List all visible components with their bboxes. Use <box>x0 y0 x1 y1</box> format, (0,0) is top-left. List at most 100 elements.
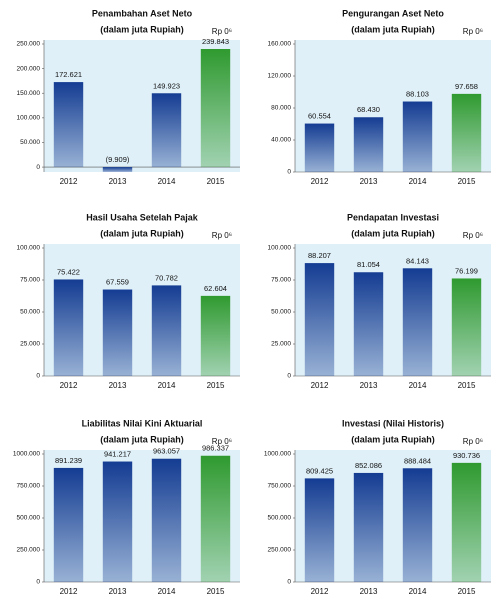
value-label: 149.923 <box>153 81 180 90</box>
bar <box>304 123 335 172</box>
value-label: 891.239 <box>55 456 82 465</box>
unit-label: Rp 0⁶ <box>463 437 483 446</box>
chart-subtitle: (dalam juta Rupiah) <box>351 434 435 444</box>
chart-subtitle: (dalam juta Rupiah) <box>351 24 435 34</box>
value-label: 76.199 <box>455 266 478 275</box>
chart-subtitle: (dalam juta Rupiah) <box>100 434 184 444</box>
x-tick-label: 2014 <box>158 381 176 390</box>
x-tick-label: 2012 <box>311 177 329 186</box>
chart-subtitle: (dalam juta Rupiah) <box>100 24 184 34</box>
y-tick-label: 50.000 <box>271 309 291 316</box>
value-label: 809.425 <box>306 466 333 475</box>
value-label: 941.217 <box>104 450 131 459</box>
chart-title: Penambahan Aset Neto <box>92 8 193 18</box>
chart: Pendapatan Investasi (dalam juta Rupiah) R… <box>268 212 491 390</box>
x-tick-label: 2015 <box>458 587 476 596</box>
bar <box>353 472 384 582</box>
y-tick-label: 25.000 <box>271 341 291 348</box>
x-tick-label: 2015 <box>458 381 476 390</box>
x-tick-label: 2012 <box>311 381 329 390</box>
bar <box>451 462 482 582</box>
value-label: 88.207 <box>308 251 331 260</box>
y-tick-label: 120.000 <box>268 73 292 80</box>
value-label: 88.103 <box>406 90 429 99</box>
x-tick-label: 2014 <box>409 177 427 186</box>
value-label: 84.143 <box>406 256 429 265</box>
x-tick-label: 2013 <box>360 381 378 390</box>
unit-label: Rp 0⁶ <box>463 231 483 240</box>
value-label: 68.430 <box>357 105 380 114</box>
y-tick-label: 0 <box>36 373 40 380</box>
y-tick-label: 100.000 <box>17 115 41 122</box>
chart-title: Hasil Usaha Setelah Pajak <box>86 212 199 222</box>
y-tick-label: 50.000 <box>20 139 40 146</box>
value-label: 888.484 <box>404 456 431 465</box>
x-tick-label: 2014 <box>409 587 427 596</box>
chart: Hasil Usaha Setelah Pajak (dalam juta Rup… <box>17 212 240 390</box>
chart-title: Investasi (Nilai Historis) <box>342 418 444 428</box>
x-tick-label: 2014 <box>409 381 427 390</box>
x-tick-label: 2015 <box>207 587 225 596</box>
bar <box>200 455 231 582</box>
y-tick-label: 150.000 <box>17 90 41 97</box>
x-tick-label: 2013 <box>360 177 378 186</box>
value-label: 97.658 <box>455 82 478 91</box>
value-label: 67.559 <box>106 278 129 287</box>
x-tick-label: 2013 <box>109 381 127 390</box>
y-tick-label: 100.000 <box>17 245 41 252</box>
y-tick-label: 80.000 <box>271 105 291 112</box>
value-label: 172.621 <box>55 70 82 79</box>
x-tick-label: 2012 <box>311 587 329 596</box>
bar <box>200 49 231 168</box>
value-label: (9.909) <box>106 155 130 164</box>
bar <box>451 93 482 172</box>
y-tick-label: 160.000 <box>268 41 292 48</box>
bar <box>102 461 133 582</box>
bar <box>151 93 182 168</box>
bar <box>102 289 133 376</box>
bar <box>151 458 182 582</box>
value-label: 930.736 <box>453 451 480 460</box>
bar <box>402 268 433 376</box>
unit-label: Rp 0⁶ <box>212 437 232 446</box>
value-label: 986.337 <box>202 444 229 453</box>
y-tick-label: 250.000 <box>17 547 41 554</box>
chart: Pengurangan Aset Neto (dalam juta Rupiah)… <box>268 8 491 186</box>
bar <box>304 478 335 582</box>
x-tick-label: 2012 <box>60 381 78 390</box>
y-tick-label: 40.000 <box>271 137 291 144</box>
y-tick-label: 75.000 <box>20 277 40 284</box>
bar <box>451 278 482 376</box>
x-tick-label: 2015 <box>458 177 476 186</box>
value-label: 70.782 <box>155 273 178 282</box>
y-tick-label: 0 <box>287 373 291 380</box>
y-tick-label: 200.000 <box>17 65 41 72</box>
bar <box>402 101 433 172</box>
x-tick-label: 2012 <box>60 177 78 186</box>
y-tick-label: 75.000 <box>271 277 291 284</box>
chart: Penambahan Aset Neto (dalam juta Rupiah) R… <box>17 8 240 186</box>
x-tick-label: 2012 <box>60 587 78 596</box>
y-tick-label: 500.000 <box>268 515 292 522</box>
y-tick-label: 0 <box>287 169 291 176</box>
chart: Investasi (Nilai Historis) (dalam juta Ru… <box>264 418 491 596</box>
value-label: 62.604 <box>204 284 227 293</box>
x-tick-label: 2014 <box>158 177 176 186</box>
chart-title: Pengurangan Aset Neto <box>342 8 444 18</box>
x-tick-label: 2015 <box>207 381 225 390</box>
x-tick-label: 2013 <box>109 177 127 186</box>
y-tick-label: 750.000 <box>268 483 292 490</box>
bar <box>102 167 133 172</box>
x-tick-label: 2013 <box>360 587 378 596</box>
chart-title: Liabilitas Nilai Kini Aktuarial <box>82 418 203 428</box>
bar <box>402 468 433 582</box>
unit-label: Rp 0⁶ <box>212 231 232 240</box>
chart-title: Pendapatan Investasi <box>347 212 439 222</box>
bar <box>53 279 84 376</box>
value-label: 60.554 <box>308 112 331 121</box>
unit-label: Rp 0⁶ <box>212 27 232 36</box>
value-label: 963.057 <box>153 447 180 456</box>
bar <box>53 467 84 582</box>
bar <box>151 285 182 376</box>
